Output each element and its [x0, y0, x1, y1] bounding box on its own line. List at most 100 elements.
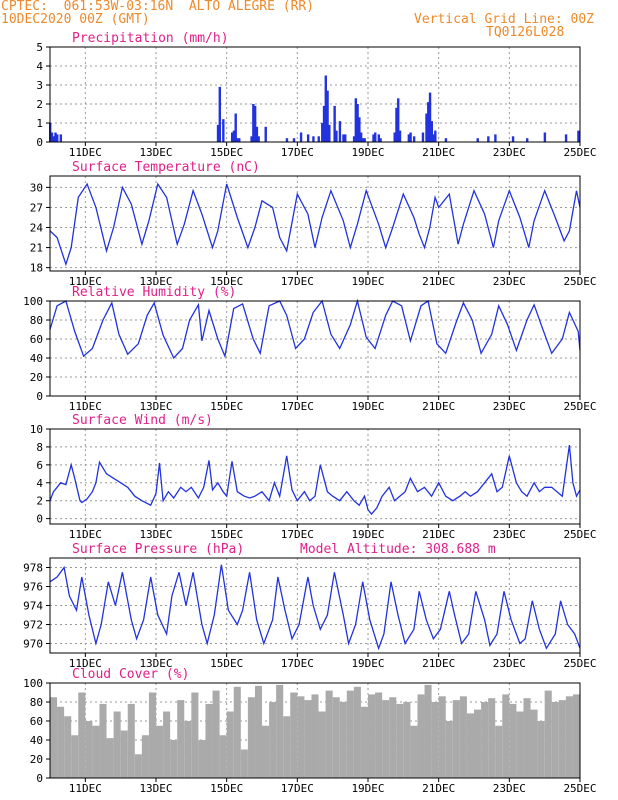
header-grid-note: Vertical Grid Line: 00Z — [414, 12, 595, 27]
precipitation-bar — [487, 136, 490, 142]
precipitation-bar — [326, 90, 329, 142]
relative-humidity-ytick-label: 20 — [30, 371, 43, 384]
precipitation-bar — [356, 104, 359, 142]
precipitation-bar — [425, 113, 428, 142]
relative-humidity-xtick-label: 19DEC — [351, 400, 384, 413]
precipitation-bar — [335, 130, 338, 142]
surface-temperature-xtick-label: 21DEC — [422, 275, 455, 288]
precipitation-frame — [49, 46, 581, 143]
cloud-cover-column — [389, 697, 397, 778]
cloud-cover-ytick-label: 60 — [30, 715, 43, 728]
cloud-cover-column — [572, 694, 580, 778]
precipitation-bar — [377, 134, 380, 142]
precipitation-bar — [344, 134, 347, 142]
relative-humidity-ytick-label: 0 — [36, 390, 43, 403]
precipitation-bar — [328, 124, 331, 142]
cloud-cover-column — [113, 711, 121, 778]
cloud-cover-column — [382, 700, 390, 778]
precipitation-bar — [56, 134, 59, 142]
surface-temperature-frame — [49, 175, 581, 272]
cloud-cover-column — [120, 730, 128, 778]
precipitation-bar — [412, 136, 416, 142]
relative-humidity-xtick-label: 25DEC — [563, 400, 596, 413]
precipitation-bar — [322, 105, 326, 142]
precipitation-ytick-label: 5 — [36, 41, 43, 54]
precipitation-bar — [354, 98, 358, 142]
surface-pressure-xtick-label: 25DEC — [563, 657, 596, 670]
precipitation-bar — [52, 136, 55, 142]
surface-pressure-ytick-label: 972 — [23, 619, 43, 632]
cloud-cover-xtick-label: 19DEC — [351, 782, 384, 795]
cloud-cover-column — [226, 711, 234, 778]
precipitation-bar — [216, 124, 220, 142]
relative-humidity-xtick-label: 13DEC — [139, 400, 172, 413]
precipitation-xtick-label: 13DEC — [139, 146, 172, 159]
cloud-cover-column — [141, 735, 149, 778]
cloud-cover-column — [368, 694, 376, 778]
relative-humidity-frame — [49, 300, 581, 397]
cloud-cover-column — [127, 703, 135, 778]
surface-wind-ytick-label: 10 — [30, 423, 43, 436]
precipitation-bar — [398, 130, 402, 142]
surface-temperature-ytick-label: 30 — [30, 181, 43, 194]
precipitation-ytick-label: 3 — [36, 79, 43, 92]
surface-pressure-title: Surface Pressure (hPa) — [72, 542, 244, 557]
cloud-cover-column — [297, 696, 305, 778]
precipitation-bar — [444, 138, 448, 142]
surface-wind-xtick-label: 15DEC — [210, 528, 243, 541]
cloud-cover-column — [558, 700, 566, 778]
cloud-cover-column — [403, 702, 411, 778]
relative-humidity-ytick-label: 80 — [30, 314, 43, 327]
cloud-cover-ytick-label: 40 — [30, 734, 43, 747]
cloud-cover-ytick-label: 0 — [36, 772, 43, 785]
cloud-cover-column — [78, 692, 86, 778]
precipitation-xtick-label: 17DEC — [281, 146, 314, 159]
precipitation-bar — [324, 75, 327, 142]
precipitation-bar — [359, 132, 363, 142]
precipitation-bar — [59, 134, 62, 142]
precipitation-bar — [432, 134, 435, 142]
cloud-cover-column — [353, 686, 361, 778]
cloud-cover-column — [438, 696, 446, 778]
surface-wind-line — [49, 445, 581, 516]
surface-wind-ytick-label: 8 — [36, 441, 43, 454]
relative-humidity-ytick-label: 40 — [30, 352, 43, 365]
cloud-cover-column — [92, 725, 100, 778]
cloud-cover-column — [170, 740, 178, 778]
cloud-cover-column — [410, 725, 418, 778]
relative-humidity-panel: 0 20 40 60 80 100 11DEC 13DEC 15DEC 17DEC 19DEC 21D… — [23, 285, 596, 413]
cloud-cover-column — [262, 725, 270, 778]
precipitation-bar — [430, 121, 433, 142]
surface-wind-xtick-label: 19DEC — [351, 528, 384, 541]
cloud-cover-column — [99, 703, 107, 778]
surface-pressure-xtick-label: 17DEC — [281, 657, 314, 670]
surface-wind-xtick-label: 25DEC — [563, 528, 596, 541]
precipitation-bar — [372, 134, 375, 142]
cloud-cover-column — [156, 725, 164, 778]
precipitation-bar — [358, 117, 361, 142]
cloud-cover-column — [431, 702, 439, 778]
surface-temperature-ytick-label: 21 — [30, 242, 43, 255]
precipitation-bar — [257, 136, 260, 142]
precipitation-bar — [511, 136, 515, 142]
cloud-cover-xtick-label: 11DEC — [69, 782, 102, 795]
surface-wind-ytick-label: 0 — [36, 513, 43, 526]
cloud-cover-column — [417, 694, 425, 778]
precipitation-bar — [352, 136, 356, 142]
cloud-cover-column — [163, 711, 171, 778]
relative-humidity-xtick-label: 15DEC — [210, 400, 243, 413]
surface-wind-frame — [49, 428, 581, 525]
precipitation-panel: 0 1 2 3 4 5 11DEC 13DEC 15DEC 17DEC 19DEC 21DEC 23DE… — [36, 31, 596, 159]
precipitation-bar — [250, 136, 253, 142]
precipitation-bar — [264, 126, 267, 142]
precipitation-bar — [299, 132, 303, 142]
relative-humidity-xtick-label: 23DEC — [493, 400, 526, 413]
precipitation-bar — [393, 132, 396, 142]
cloud-cover-column — [346, 690, 354, 778]
precipitation-bar — [312, 136, 315, 142]
precipitation-bar — [409, 132, 412, 142]
precipitation-bar — [374, 132, 377, 142]
cloud-cover-column — [205, 703, 213, 778]
surface-wind-xtick-label: 13DEC — [139, 528, 172, 541]
